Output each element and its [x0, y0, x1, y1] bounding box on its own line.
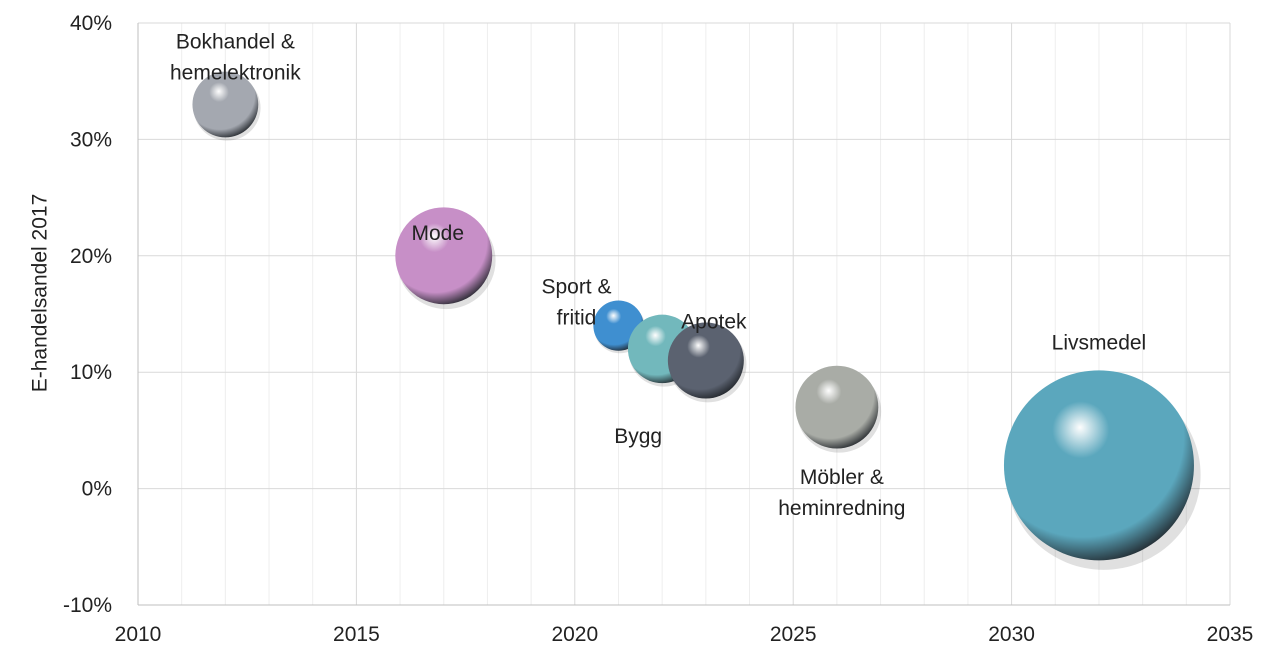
- y-tick-label: 20%: [70, 245, 112, 268]
- y-axis-title: E-handelsandel 2017: [29, 194, 52, 393]
- x-tick-label: 2010: [115, 623, 162, 646]
- bubble-label: Mode: [411, 222, 464, 245]
- bubble-point: [1003, 370, 1194, 561]
- grid: [138, 22, 1231, 605]
- bubble-point: [192, 71, 259, 138]
- bubble-label: Bokhandel &: [176, 30, 295, 53]
- bubble-point: [395, 207, 493, 305]
- bubbles: [192, 71, 1201, 570]
- x-tick-label: 2020: [551, 623, 598, 646]
- axes: 2010 2015 2020 2025 2030 2035 -10% 0% 10% 20% 30% 4…: [63, 12, 1253, 646]
- bubble-label: Bygg: [614, 425, 662, 448]
- y-tick-label: -10%: [63, 594, 112, 617]
- x-tick-label: 2025: [770, 623, 817, 646]
- bubble-labels: Bokhandel & hemelektronik Mode Sport & friti…: [170, 30, 1146, 520]
- y-tick-label: 40%: [70, 12, 112, 35]
- x-tick-label: 2035: [1207, 623, 1254, 646]
- bubble-label: Möbler &: [800, 466, 884, 489]
- bubble-label: heminredning: [778, 497, 905, 520]
- x-tick-label: 2030: [988, 623, 1035, 646]
- bubble-label: hemelektronik: [170, 61, 301, 84]
- y-tick-label: 10%: [70, 361, 112, 384]
- bubble-label: Apotek: [681, 311, 747, 334]
- y-tick-label: 30%: [70, 128, 112, 151]
- bubble-label: Livsmedel: [1052, 331, 1147, 354]
- bubble-point: [667, 322, 744, 399]
- x-tick-label: 2015: [333, 623, 380, 646]
- bubble-label: fritid: [557, 307, 597, 330]
- bubble-label: Sport &: [541, 276, 611, 299]
- y-tick-label: 0%: [82, 478, 112, 501]
- bubble-point: [795, 365, 879, 449]
